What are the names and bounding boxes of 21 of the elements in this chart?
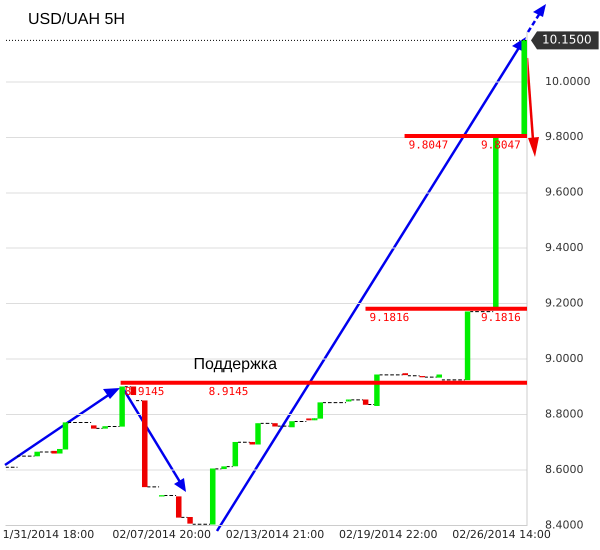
x-tick-label: 02/07/2014 20:00 bbox=[112, 528, 212, 541]
annotation: Поддержка bbox=[194, 356, 278, 373]
candlestick bbox=[317, 402, 324, 419]
ref-line-label: 10.1500 bbox=[542, 32, 592, 46]
y-tick-label: 9.2000 bbox=[545, 296, 584, 310]
y-tick-label: 8.8000 bbox=[545, 407, 584, 420]
y-tick-label: 9.0000 bbox=[545, 352, 584, 365]
ref-line-label: 9.8047 bbox=[408, 138, 448, 152]
chart-title: USD/UAH 5H bbox=[28, 11, 125, 28]
ref-line-label: 9.1816 bbox=[369, 311, 410, 324]
x-tick-label: 02/13/2014 21:00 bbox=[226, 528, 324, 541]
text: 9.1816 bbox=[481, 311, 521, 324]
text: 8.9145 bbox=[208, 385, 248, 398]
y-tick-label: 9.8000 bbox=[545, 130, 584, 144]
y-tick-label: 9.6000 bbox=[545, 186, 584, 199]
x-tick-label: 1/31/2014 18:00 bbox=[2, 528, 94, 541]
y-tick-label: 9.4000 bbox=[545, 241, 584, 254]
y-tick-label: 10.0000 bbox=[545, 74, 590, 88]
x-tick-label: 02/19/2014 22:00 bbox=[338, 528, 438, 541]
y-tick-label: 8.6000 bbox=[545, 462, 584, 476]
candlestick bbox=[176, 496, 182, 518]
